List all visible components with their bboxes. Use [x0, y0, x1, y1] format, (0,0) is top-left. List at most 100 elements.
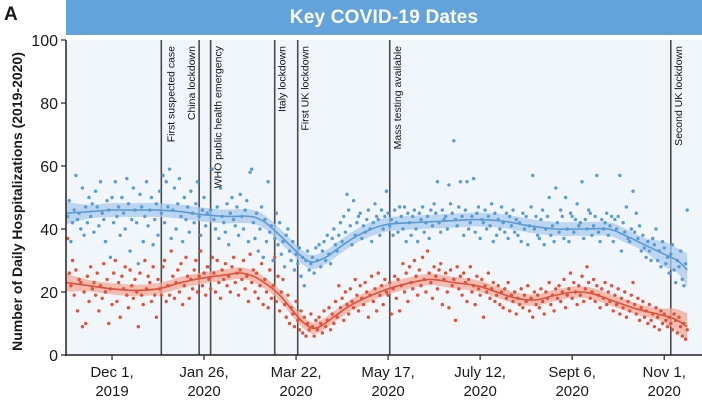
data-point-series-2 — [547, 280, 551, 285]
data-point-series-2 — [506, 280, 510, 285]
data-point-series-2 — [374, 309, 379, 313]
data-point-series-2 — [203, 293, 208, 297]
data-point-series-2 — [335, 315, 339, 319]
data-point-series-2 — [300, 331, 305, 335]
data-point-series-2 — [606, 290, 611, 294]
data-point-series-2 — [406, 299, 410, 304]
data-point-series-1 — [609, 214, 614, 219]
data-point-series-1 — [388, 224, 392, 228]
data-point-series-2 — [264, 290, 269, 294]
event-label: China lockdown — [186, 46, 198, 120]
data-point-series-1 — [650, 236, 655, 241]
data-point-series-2 — [184, 255, 188, 260]
data-point-series-2 — [236, 293, 241, 297]
data-point-series-1 — [338, 221, 343, 225]
event-label: First suspected case — [165, 46, 177, 142]
data-point-series-2 — [93, 293, 98, 297]
data-point-series-2 — [481, 315, 486, 319]
data-point-series-2 — [570, 296, 574, 300]
data-point-series-1 — [522, 227, 527, 231]
data-point-series-1 — [489, 202, 494, 206]
data-point-series-1 — [215, 205, 219, 209]
data-point-series-1 — [141, 239, 145, 244]
data-point-series-2 — [177, 290, 182, 294]
data-point-series-2 — [669, 321, 673, 326]
event-label: Second UK lockdown — [673, 46, 685, 146]
data-point-series-2 — [419, 284, 423, 288]
data-point-series-1 — [549, 233, 553, 237]
data-point-series-2 — [118, 315, 122, 319]
data-point-series-1 — [85, 221, 90, 225]
data-point-series-2 — [455, 265, 459, 269]
data-point-series-1 — [414, 227, 418, 231]
data-point-series-2 — [103, 290, 108, 294]
data-point-series-1 — [200, 208, 205, 212]
data-point-series-1 — [146, 224, 150, 228]
data-point-series-2 — [230, 265, 234, 269]
data-point-series-2 — [80, 324, 85, 329]
data-point-series-2 — [358, 284, 362, 288]
y-tick-label: 20 — [40, 285, 58, 302]
data-point-series-2 — [462, 271, 466, 275]
data-point-series-1 — [583, 217, 588, 222]
data-point-series-2 — [274, 299, 279, 304]
data-point-series-1 — [287, 249, 292, 253]
data-point-series-2 — [593, 299, 597, 304]
data-point-series-2 — [138, 271, 142, 275]
data-point-series-2 — [79, 280, 83, 285]
data-point-series-1 — [358, 211, 362, 215]
data-point-series-1 — [427, 236, 431, 241]
data-point-series-2 — [480, 277, 484, 282]
data-point-series-2 — [356, 309, 361, 313]
data-point-series-2 — [217, 280, 221, 285]
data-point-series-2 — [164, 299, 168, 304]
data-point-series-2 — [320, 331, 325, 335]
data-point-series-1 — [386, 211, 390, 215]
data-point-series-2 — [294, 299, 298, 304]
data-point-series-2 — [445, 290, 449, 294]
data-point-series-1 — [575, 202, 579, 206]
data-point-series-2 — [603, 280, 607, 285]
data-point-series-2 — [120, 274, 124, 278]
data-point-series-1 — [376, 217, 380, 222]
data-point-series-2 — [496, 284, 500, 288]
data-point-series-1 — [468, 221, 472, 225]
data-point-series-1 — [389, 217, 394, 222]
data-point-series-1 — [231, 217, 236, 222]
data-point-series-1 — [199, 233, 203, 237]
data-point-series-2 — [128, 268, 132, 272]
data-point-series-2 — [282, 302, 287, 307]
data-point-series-1 — [80, 186, 85, 190]
data-point-series-2 — [130, 284, 134, 288]
data-point-series-1 — [470, 214, 474, 219]
data-point-series-1 — [581, 236, 586, 241]
trend-line-2 — [65, 272, 688, 330]
data-point-series-1 — [458, 180, 463, 184]
data-point-series-2 — [276, 274, 280, 278]
data-point-series-2 — [627, 309, 632, 313]
data-point-series-1 — [361, 224, 366, 228]
data-point-series-1 — [248, 170, 252, 174]
data-point-series-1 — [573, 217, 578, 222]
data-point-series-2 — [394, 296, 399, 300]
data-point-series-1 — [452, 139, 456, 143]
data-point-series-2 — [195, 290, 200, 294]
data-point-series-1 — [128, 249, 132, 253]
data-point-series-2 — [460, 293, 464, 297]
data-point-series-2 — [578, 293, 583, 297]
data-point-series-2 — [376, 271, 380, 275]
data-point-series-1 — [443, 214, 448, 219]
data-point-series-1 — [373, 202, 377, 206]
data-point-series-2 — [210, 255, 214, 260]
data-point-series-2 — [475, 274, 479, 278]
data-point-series-1 — [636, 236, 640, 241]
data-point-series-1 — [110, 195, 114, 200]
data-point-series-2 — [529, 296, 533, 300]
data-point-series-1 — [340, 239, 344, 244]
data-point-series-2 — [424, 290, 428, 294]
data-point-series-1 — [649, 258, 653, 263]
data-point-series-1 — [271, 258, 275, 263]
data-point-series-1 — [608, 224, 612, 228]
data-point-series-1 — [223, 230, 228, 234]
data-point-series-1 — [286, 227, 290, 231]
